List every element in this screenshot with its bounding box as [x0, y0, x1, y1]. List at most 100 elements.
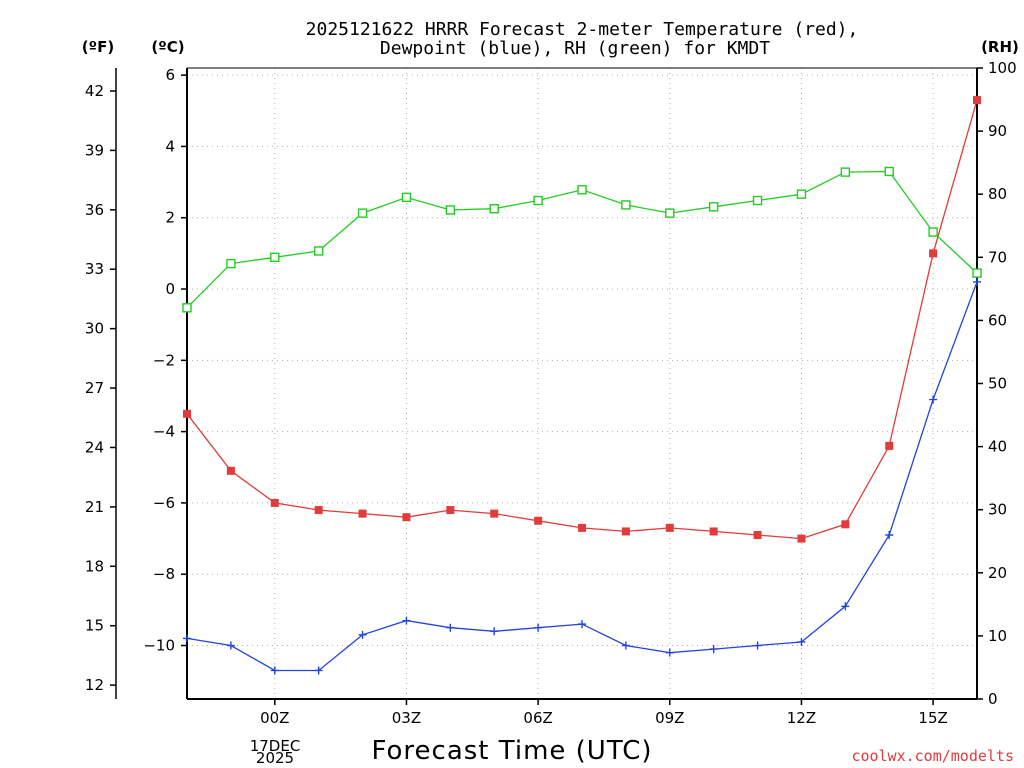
dewpoint-point [490, 627, 499, 636]
dewpoint-point [709, 645, 718, 654]
2-meter-temperature-point [797, 534, 806, 543]
2-meter-temperature-point [753, 531, 762, 540]
fahrenheit-tick-label: 39 [85, 141, 104, 159]
rh-point [401, 192, 412, 203]
rh-tick-label: 100 [988, 59, 1017, 77]
2-meter-temperature-point [314, 506, 323, 515]
2-meter-temperature-point [973, 96, 981, 105]
rh-point [445, 205, 456, 215]
rh-point [796, 189, 807, 199]
grid-lines [187, 68, 977, 699]
celsius-tick-label: −10 [143, 637, 175, 655]
dewpoint-point [753, 641, 762, 650]
rh-tick-label: 30 [988, 501, 1007, 519]
celsius-tick-label: 6 [165, 66, 175, 84]
2-meter-temperature-series [183, 96, 981, 543]
2-meter-temperature-point [929, 249, 938, 258]
2-meter-temperature-line [186, 99, 978, 540]
x-tick-label: 06Z [523, 709, 552, 727]
fahrenheit-tick-label: 24 [85, 438, 104, 456]
rh-point [577, 185, 587, 195]
rh-point [752, 195, 763, 206]
fahrenheit-tick-label: 27 [85, 379, 104, 397]
dewpoint-line [186, 281, 978, 672]
rh-tick-label: 70 [988, 248, 1007, 266]
fahrenheit-tick-label: 21 [85, 498, 104, 516]
dewpoint-point [183, 634, 191, 643]
rh-tick-label: 90 [988, 122, 1007, 140]
rh-point [708, 202, 719, 212]
x-tick-label: 00Z [260, 709, 289, 727]
credit-link[interactable]: coolwx.com/modelts [851, 747, 1014, 765]
dewpoint-point [841, 602, 850, 611]
2-meter-temperature-point [402, 513, 411, 522]
rh-point [665, 208, 675, 218]
celsius-tick-label: −8 [153, 565, 175, 583]
rh-series [182, 166, 982, 313]
celsius-tick-label: −6 [153, 494, 175, 512]
rh-unit-label: (RH) [981, 38, 1019, 56]
dewpoint-point [314, 666, 323, 675]
x-tick-label: 09Z [655, 709, 684, 727]
dewpoint-point [929, 395, 938, 404]
fahrenheit-tick-label: 18 [85, 557, 104, 575]
celsius-tick-label: 0 [165, 280, 175, 298]
rh-tick-label: 20 [988, 564, 1007, 582]
2-meter-temperature-point [226, 466, 235, 475]
chart-title-line-2: Dewpoint (blue), RH (green) for KMDT [380, 38, 770, 59]
celsius-tick-label: −4 [153, 423, 175, 441]
fahrenheit-tick-label: 15 [85, 617, 104, 635]
fahrenheit-tick-label: 36 [85, 201, 104, 219]
fahrenheit-tick-label: 33 [85, 260, 104, 278]
celsius-tick-label: 4 [165, 137, 175, 155]
data-series [182, 96, 982, 675]
rh-point [489, 204, 499, 214]
2-meter-temperature-point [534, 516, 543, 525]
fahrenheit-tick-label: 30 [85, 320, 104, 338]
x-axis-title: Forecast Time (UTC) [371, 736, 652, 766]
rh-tick-label: 60 [988, 311, 1007, 329]
dewpoint-point [534, 623, 543, 632]
2-meter-temperature-point [358, 509, 367, 518]
rh-point [313, 246, 324, 256]
x-tick-label: 12Z [787, 709, 816, 727]
x-tick-label: 15Z [918, 709, 947, 727]
axes [110, 67, 983, 705]
dewpoint-point [973, 277, 981, 286]
rh-point [357, 208, 368, 218]
2-meter-temperature-point [270, 498, 279, 507]
fahrenheit-tick-label: 42 [85, 82, 104, 100]
rh-point [533, 195, 543, 206]
2-meter-temperature-point [621, 527, 630, 536]
rh-tick-label: 10 [988, 627, 1007, 645]
fahrenheit-unit-label: (ºF) [82, 38, 114, 56]
2-meter-temperature-point [665, 523, 674, 532]
dewpoint-point [797, 637, 806, 646]
rh-point [928, 227, 938, 237]
rh-tick-label: 40 [988, 438, 1007, 456]
chart-title-line-1: 2025121622 HRRR Forecast 2-meter Tempera… [306, 19, 859, 40]
rh-point [840, 167, 851, 177]
dewpoint-point [226, 641, 235, 650]
dewpoint-series [183, 277, 981, 675]
2-meter-temperature-point [709, 527, 718, 536]
2-meter-temperature-point [446, 506, 455, 515]
celsius-unit-label: (ºC) [151, 38, 184, 56]
x-tick-label: 03Z [392, 709, 421, 727]
2-meter-temperature-point [490, 509, 499, 518]
dewpoint-point [578, 620, 586, 629]
dewpoint-point [402, 616, 411, 625]
rh-point [884, 166, 894, 177]
rh-point [226, 258, 236, 269]
celsius-tick-label: 2 [165, 209, 175, 227]
dewpoint-point [270, 666, 279, 675]
rh-point [270, 252, 280, 263]
tick-labels: 00Z 03Z 06Z 09Z 12Z 15Z6420−2−4−6−8−104239363… [85, 59, 1017, 727]
dewpoint-point [885, 531, 894, 540]
fahrenheit-tick-label: 12 [85, 676, 104, 694]
rh-tick-label: 0 [988, 690, 998, 708]
date-label-year: 2025 [256, 749, 294, 767]
rh-point [182, 303, 192, 313]
